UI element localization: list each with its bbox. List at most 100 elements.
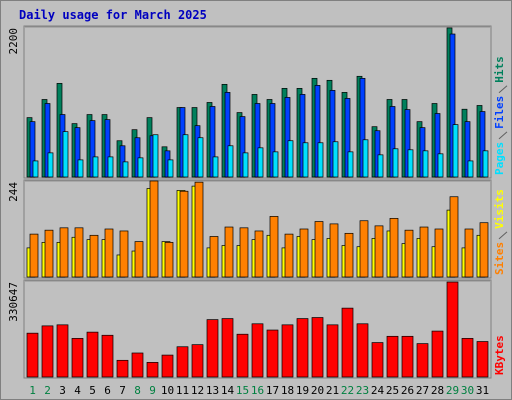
bar (344, 98, 351, 178)
bar (419, 226, 429, 278)
bar (479, 111, 486, 178)
bar (272, 151, 279, 178)
bar (392, 148, 399, 178)
bar (437, 153, 444, 178)
x-tick-label: 27 (416, 384, 429, 397)
bar (374, 225, 384, 278)
bar (197, 137, 204, 178)
bar (314, 85, 321, 178)
bar (434, 228, 444, 278)
bar (269, 216, 279, 278)
bar (239, 227, 249, 278)
bar (41, 325, 54, 378)
bar (119, 145, 126, 178)
legend-separator (498, 85, 508, 94)
x-tick-label: 11 (176, 384, 189, 397)
bar (179, 190, 189, 278)
bar (59, 227, 69, 278)
bar (404, 229, 414, 278)
bar (44, 103, 51, 178)
bar (194, 181, 204, 278)
x-tick-label: 5 (89, 384, 96, 397)
bar (386, 335, 399, 378)
bar (74, 127, 81, 178)
x-tick-label: 23 (356, 384, 369, 397)
bar (299, 228, 309, 278)
bar (161, 354, 174, 378)
x-tick-label: 3 (59, 384, 66, 397)
x-tick-label: 4 (74, 384, 81, 397)
bar (362, 139, 369, 178)
x-tick-label: 24 (371, 384, 385, 397)
bar (107, 156, 114, 178)
bar (116, 359, 129, 378)
bar (146, 362, 159, 378)
bar (449, 196, 459, 278)
bar (224, 92, 231, 178)
bar (281, 324, 294, 378)
bar (314, 221, 324, 278)
bar (242, 152, 249, 178)
bar (182, 134, 189, 178)
x-tick-label: 22 (341, 384, 354, 397)
x-tick-label: 1 (29, 384, 36, 397)
x-tick-label: 26 (401, 384, 414, 397)
bar (152, 134, 159, 178)
bar (356, 323, 369, 378)
legend-entry: Files (493, 96, 506, 129)
bar (134, 241, 144, 278)
bar (206, 319, 219, 378)
bar (104, 228, 114, 278)
x-tick-label: 13 (206, 384, 219, 397)
bar (89, 234, 99, 278)
x-tick-label: 2 (44, 384, 51, 397)
bar (407, 149, 414, 178)
bar (134, 137, 141, 178)
bar (62, 131, 69, 178)
bar (29, 233, 39, 278)
bar (167, 159, 174, 178)
bar (266, 329, 279, 378)
bar (29, 121, 36, 178)
bar (449, 33, 456, 178)
bar (254, 103, 261, 178)
bar (77, 159, 84, 178)
bar (149, 180, 159, 278)
bar (74, 227, 84, 278)
x-tick-label: 16 (251, 384, 264, 397)
legend-separator (498, 231, 508, 240)
bar (326, 324, 339, 378)
x-tick-label: 20 (311, 384, 324, 397)
bar (377, 154, 384, 178)
bar (26, 332, 39, 378)
bar (431, 330, 444, 378)
bar (32, 160, 39, 178)
bar (344, 232, 354, 278)
y-tick-label: 330647 (7, 282, 20, 322)
bar (359, 220, 369, 278)
legend-entry: KBytes (493, 335, 506, 375)
x-tick-label: 17 (266, 384, 279, 397)
bar (341, 307, 354, 378)
bar (296, 318, 309, 378)
bar (269, 103, 276, 178)
bar (287, 140, 294, 178)
bar (284, 97, 291, 178)
x-tick-label: 30 (461, 384, 474, 397)
x-tick-label: 28 (431, 384, 444, 397)
bar (101, 334, 114, 378)
bar (302, 142, 309, 178)
bar (446, 281, 459, 378)
bar (317, 142, 324, 178)
bar (137, 157, 144, 178)
x-tick-label: 14 (221, 384, 235, 397)
bar (104, 119, 111, 178)
bar (44, 229, 54, 278)
x-tick-label: 21 (326, 384, 339, 397)
bar (122, 161, 129, 178)
bar (374, 130, 381, 178)
x-tick-label: 9 (149, 384, 156, 397)
x-tick-label: 10 (161, 384, 174, 397)
